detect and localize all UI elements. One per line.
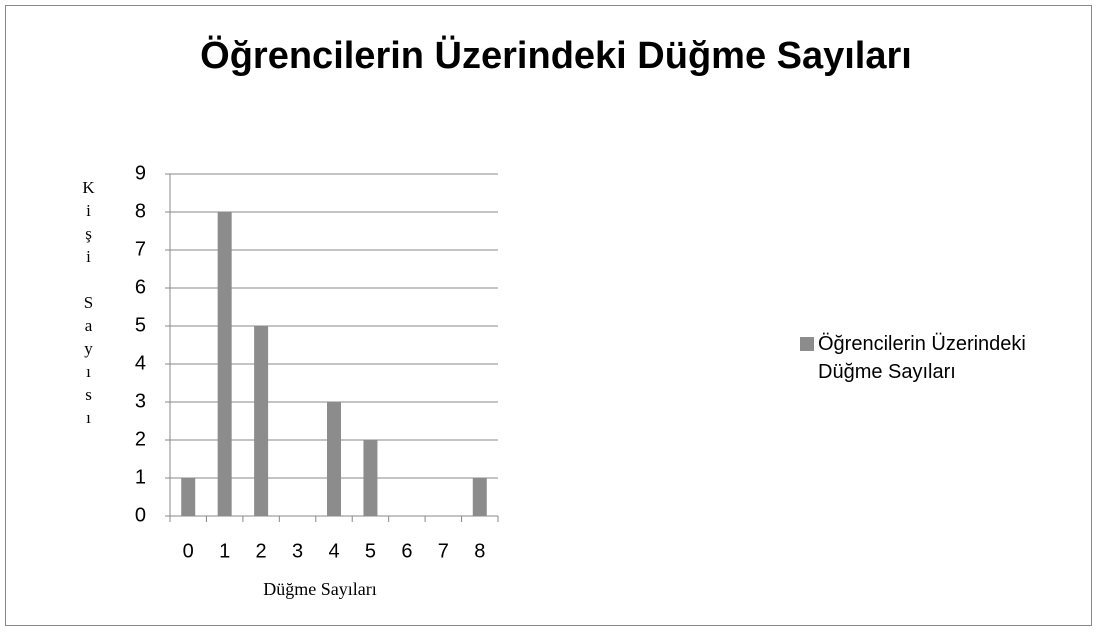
- x-tick-label: 0: [183, 540, 194, 562]
- bar: [327, 402, 341, 516]
- x-tick-label: 3: [292, 540, 303, 562]
- chart-title: Öğrencilerin Üzerindeki Düğme Sayıları: [200, 34, 912, 77]
- bar: [363, 440, 378, 516]
- y-tick-label: 7: [135, 238, 146, 260]
- y-tick-label: 6: [135, 276, 146, 298]
- y-tick-label: 8: [135, 200, 146, 222]
- bar: [254, 326, 269, 516]
- y-tick-label: 3: [135, 390, 146, 412]
- x-tick-label: 1: [219, 540, 230, 562]
- y-axis-label: Kişi Sayısı: [79, 178, 98, 431]
- x-tick-label: 6: [401, 540, 412, 562]
- x-tick-label: 4: [328, 540, 339, 562]
- x-tick-label: 7: [438, 540, 449, 562]
- bar: [181, 478, 196, 516]
- y-tick-label: 4: [135, 352, 146, 374]
- bar: [472, 478, 487, 516]
- legend-label: Öğrencilerin Üzerindeki Düğme Sayıları: [818, 333, 1026, 383]
- legend-swatch: [800, 337, 814, 351]
- y-tick-label: 5: [135, 314, 146, 336]
- chart-border: [5, 5, 1092, 626]
- x-axis-label: Düğme Sayıları: [263, 579, 376, 599]
- y-tick-label: 9: [135, 162, 146, 184]
- y-tick-label: 2: [135, 428, 146, 450]
- y-tick-label: 1: [135, 466, 146, 488]
- x-tick-label: 2: [256, 540, 267, 562]
- legend: Öğrencilerin Üzerindeki Düğme Sayıları: [800, 330, 1090, 386]
- x-tick-label: 8: [474, 540, 485, 562]
- x-tick-label: 5: [365, 540, 376, 562]
- y-tick-label: 0: [135, 504, 146, 526]
- bar: [217, 212, 232, 516]
